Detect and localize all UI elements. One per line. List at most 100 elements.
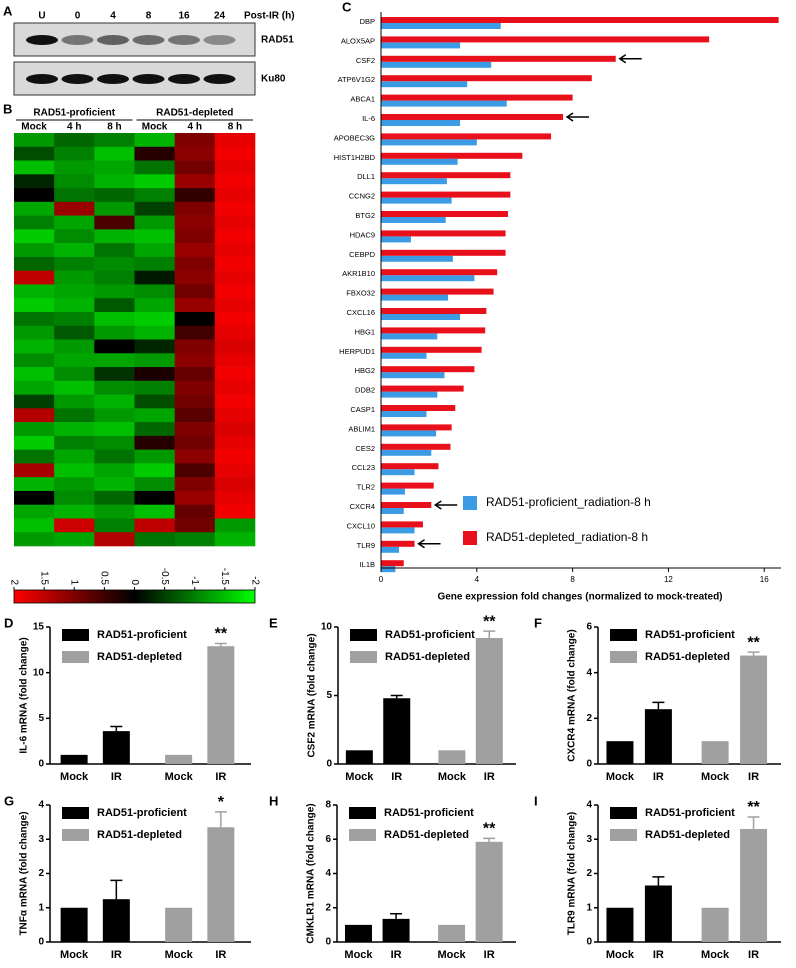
lane-label: 8 (146, 11, 152, 22)
category-label: ALOX5AP (341, 36, 375, 45)
heatmap-cell (14, 256, 55, 271)
heatmap-cell (134, 408, 175, 423)
heatmap-cell (214, 160, 256, 175)
heatmap-cell (14, 435, 55, 450)
x-tick-label: Mock (606, 949, 635, 961)
heatmap-cell (94, 353, 135, 368)
bar (475, 841, 503, 942)
bar (381, 217, 446, 223)
heatmap-cell (54, 408, 95, 423)
heatmap-cell (174, 160, 216, 175)
legend-swatch (610, 629, 637, 641)
bar (701, 741, 729, 764)
x-tick-label: IR (748, 949, 759, 961)
heatmap-cell (54, 490, 95, 505)
heatmap-cell (174, 504, 216, 519)
panel-label: I (534, 793, 538, 808)
bar (381, 133, 552, 140)
heatmap-cell (14, 174, 55, 189)
heatmap-cell (94, 229, 135, 244)
bar (381, 120, 461, 126)
y-axis-label: TLR9 mRNA (fold change) (567, 812, 578, 936)
heatmap-cell (174, 215, 216, 230)
legend-swatch (610, 807, 637, 819)
category-label: HBG1 (355, 327, 375, 336)
legend-label: RAD51-proficient (384, 807, 474, 819)
category-label: HIST1H2BD (334, 153, 376, 162)
legend-swatch (349, 829, 376, 841)
heatmap-cell (174, 435, 216, 450)
heatmap-cell (54, 504, 95, 519)
panel-label: E (269, 615, 278, 630)
significance: * (218, 794, 225, 811)
category-label: TLR9 (357, 541, 375, 550)
error-bar (110, 725, 123, 732)
error-bar (747, 651, 760, 656)
bar (381, 42, 461, 49)
heatmap-cell (174, 284, 216, 299)
bar (381, 211, 508, 217)
y-tick-label: 3 (38, 834, 44, 845)
heatmap-cell (14, 270, 55, 285)
legend-label: RAD51-depleted (385, 651, 470, 663)
bar (438, 750, 466, 764)
panel-label: F (534, 615, 542, 630)
category-label: HERPUD1 (339, 347, 375, 356)
bar (381, 114, 564, 120)
heatmap-cell (54, 229, 95, 244)
legend-swatch (62, 651, 89, 663)
heatmap-cell (54, 160, 95, 175)
bar (381, 172, 511, 179)
bar (344, 924, 372, 942)
group-label: RAD51-proficient (33, 108, 115, 119)
heatmap-cell (214, 380, 256, 395)
y-tick-label: 4 (38, 800, 44, 811)
heatmap-cell (134, 380, 175, 395)
bar (381, 178, 447, 185)
bar (102, 731, 130, 764)
heatmap-cell (94, 256, 135, 271)
bar (381, 191, 511, 198)
heatmap-cell (134, 394, 175, 409)
heatmap-cell (214, 325, 256, 340)
bar (381, 372, 445, 379)
significance: ** (747, 634, 760, 651)
heatmap-cell (174, 339, 216, 354)
heatmap-cell (134, 174, 175, 189)
bar (381, 405, 456, 411)
heatmap-cell (14, 146, 55, 161)
bar (381, 23, 501, 29)
heatmap-cell (214, 201, 256, 216)
heatmap-cell (14, 532, 55, 547)
y-tick-label: 0 (326, 759, 332, 770)
heatmap-cell (134, 201, 175, 216)
heatmap-cell (54, 298, 95, 313)
category-label: HBG2 (355, 366, 375, 375)
legend-label: RAD51-proficient_radiation-8 h (486, 495, 651, 509)
legend-swatch (463, 531, 477, 545)
heatmap-cell (54, 284, 95, 299)
x-tick-label: Mock (438, 771, 467, 783)
y-tick-label: 8 (325, 800, 331, 811)
heatmap-cell (134, 449, 175, 464)
heatmap-cell (174, 311, 216, 327)
heatmap-cell (14, 477, 55, 492)
band (203, 74, 236, 84)
heatmap-cell (54, 477, 95, 492)
bar (381, 197, 452, 204)
category-label: HDAC9 (350, 230, 375, 239)
x-tick-label: 4 (475, 575, 480, 584)
heatmap-cell (134, 243, 175, 258)
heatmap-cell (214, 298, 256, 313)
category-label: ABCA1 (350, 95, 375, 104)
category-label: CCNG2 (349, 192, 375, 201)
heatmap-cell (94, 394, 135, 409)
bar (475, 637, 503, 764)
x-tick-label: Mock (165, 949, 194, 961)
band (97, 74, 129, 84)
lane-label: 24 (214, 11, 226, 22)
heatmap-cell (134, 422, 175, 437)
heatmap-cell (174, 532, 216, 547)
legend-swatch (610, 829, 637, 841)
band (26, 35, 58, 45)
